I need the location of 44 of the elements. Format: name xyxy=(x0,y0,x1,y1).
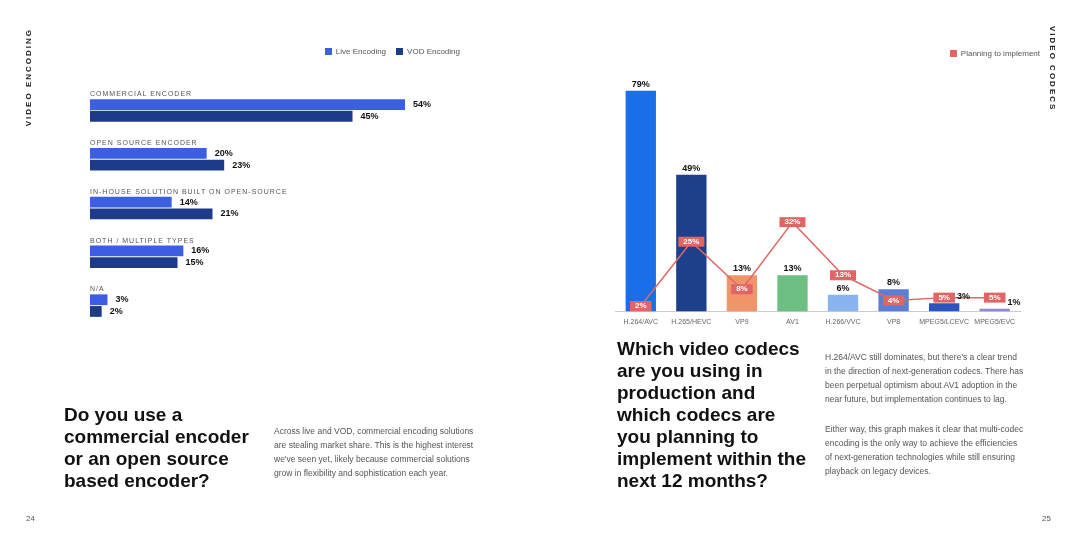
bar xyxy=(90,257,178,269)
data-label: 16% xyxy=(191,245,210,256)
data-label: 20% xyxy=(214,147,233,158)
bar xyxy=(90,110,353,122)
bar xyxy=(90,294,108,306)
text: Which video codecs are you using in production and which codecs are you planning to implement within the next 12 months? xyxy=(617,338,807,492)
data-label: 3% xyxy=(115,294,129,305)
data-label: 79% xyxy=(631,78,650,89)
text: VIDEO ENCODING xyxy=(24,28,33,127)
text: 25 xyxy=(1042,513,1051,525)
bar xyxy=(676,174,707,312)
data-label: 13% xyxy=(783,263,802,274)
data-label: 45% xyxy=(360,110,379,121)
data-label: 49% xyxy=(682,162,701,173)
bar xyxy=(90,245,184,257)
text: VIDEO CODECS xyxy=(1048,26,1057,112)
legend-label: VOD Encoding xyxy=(407,46,460,56)
data-label: 23% xyxy=(232,159,251,170)
data-label: 54% xyxy=(413,99,432,110)
data-label: 21% xyxy=(220,208,239,219)
bar xyxy=(90,99,405,110)
bar xyxy=(827,294,859,312)
data-label: 13% xyxy=(732,263,751,274)
bar xyxy=(625,90,656,312)
legend-label: Live Encoding xyxy=(335,46,387,56)
bar xyxy=(90,208,213,220)
text: 24 xyxy=(26,513,35,525)
text: Either way, this graph makes it clear that multi-codec encoding is the only way to achieve the efficiencies of next-generation technologies while still ensuring playback on legacy devices. xyxy=(825,423,1025,478)
bar xyxy=(90,306,102,317)
text: Across live and VOD, commercial encoding solutions are stealing market share. This is the highest interest we've seen yet, likely because commercial solutions grow in flexibility and sophistication each year. xyxy=(274,425,474,480)
bar xyxy=(90,159,225,171)
data-label: 8% xyxy=(887,277,901,288)
legend-label: Planning to implement xyxy=(960,48,1040,58)
data-label: 14% xyxy=(179,196,198,207)
text: H.264/AVC still dominates, but there's a clear trend in the direction of next-generation codecs. There has been perpetual optimism about AV1 adoption in the near future, but implementation continues to lag. xyxy=(825,351,1025,406)
data-label: 15% xyxy=(185,257,204,268)
bar xyxy=(90,196,172,208)
bar xyxy=(90,147,207,159)
bar xyxy=(928,303,960,312)
data-label: 2% xyxy=(109,305,123,316)
data-label: 1% xyxy=(1007,296,1021,307)
text: Do you use a commercial encoder or an open source based encoder? xyxy=(64,404,250,492)
data-label: 6% xyxy=(836,282,850,293)
bar xyxy=(777,275,808,312)
